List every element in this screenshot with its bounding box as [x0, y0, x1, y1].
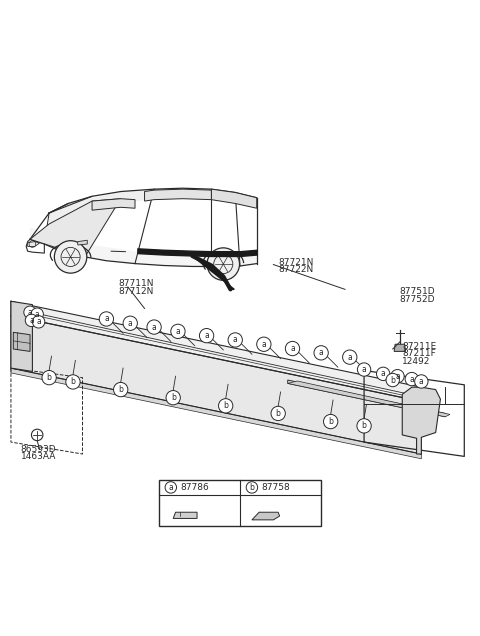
Text: 87712N: 87712N — [118, 287, 154, 296]
Polygon shape — [394, 344, 406, 352]
Circle shape — [324, 415, 338, 429]
Text: a: a — [176, 327, 180, 336]
Circle shape — [147, 320, 161, 335]
Circle shape — [285, 342, 300, 356]
Polygon shape — [192, 256, 234, 289]
Circle shape — [165, 481, 177, 493]
Text: a: a — [262, 340, 266, 349]
FancyBboxPatch shape — [159, 480, 321, 525]
Circle shape — [25, 314, 37, 327]
Text: b: b — [250, 483, 254, 492]
Text: b: b — [171, 393, 176, 402]
Text: b: b — [118, 385, 123, 394]
Polygon shape — [252, 512, 280, 520]
Text: a: a — [290, 344, 295, 353]
Circle shape — [33, 315, 45, 328]
Circle shape — [246, 481, 258, 493]
Text: a: a — [36, 317, 41, 326]
Circle shape — [54, 240, 87, 273]
Circle shape — [271, 406, 285, 420]
Circle shape — [415, 375, 428, 388]
Polygon shape — [144, 189, 211, 201]
Text: a: a — [409, 375, 414, 384]
Circle shape — [257, 337, 271, 352]
Text: 87752D: 87752D — [400, 295, 435, 304]
Text: 87211E: 87211E — [402, 342, 436, 350]
Circle shape — [218, 399, 233, 413]
Circle shape — [228, 333, 242, 347]
Text: a: a — [233, 335, 238, 345]
Text: b: b — [223, 401, 228, 410]
Text: 87786: 87786 — [180, 483, 209, 492]
Polygon shape — [11, 315, 421, 454]
Polygon shape — [30, 227, 257, 266]
Text: a: a — [128, 319, 132, 328]
Polygon shape — [28, 242, 39, 246]
Text: a: a — [381, 370, 385, 378]
Polygon shape — [288, 380, 445, 417]
Text: 87721N: 87721N — [278, 258, 313, 266]
Text: a: a — [29, 316, 34, 325]
Circle shape — [357, 418, 371, 433]
Text: a: a — [348, 352, 352, 362]
Circle shape — [207, 248, 240, 280]
Text: a: a — [104, 314, 109, 324]
Text: a: a — [419, 377, 424, 386]
Circle shape — [376, 367, 390, 380]
Circle shape — [31, 308, 43, 321]
Text: b: b — [361, 422, 367, 431]
Text: 87211F: 87211F — [402, 349, 436, 358]
Polygon shape — [30, 198, 120, 257]
Circle shape — [199, 329, 214, 343]
Circle shape — [166, 391, 180, 405]
Polygon shape — [92, 198, 135, 210]
Circle shape — [405, 373, 419, 386]
Circle shape — [123, 316, 137, 331]
Text: a: a — [152, 322, 156, 331]
Polygon shape — [78, 240, 87, 245]
Text: b: b — [390, 375, 395, 385]
Circle shape — [314, 346, 328, 360]
Polygon shape — [13, 333, 30, 352]
Text: a: a — [319, 349, 324, 357]
Text: b: b — [276, 409, 281, 418]
Text: 86593D: 86593D — [21, 445, 56, 453]
Circle shape — [358, 363, 371, 377]
Text: a: a — [204, 331, 209, 340]
Polygon shape — [211, 189, 257, 208]
Polygon shape — [11, 301, 33, 371]
Circle shape — [114, 382, 128, 397]
Circle shape — [42, 371, 56, 385]
Text: 87751D: 87751D — [400, 287, 435, 296]
Polygon shape — [288, 381, 450, 417]
Text: 12492: 12492 — [402, 357, 431, 366]
Polygon shape — [11, 368, 421, 459]
Text: 87758: 87758 — [262, 483, 290, 492]
Polygon shape — [11, 301, 421, 401]
Text: b: b — [71, 377, 75, 387]
Text: 87711N: 87711N — [118, 279, 154, 288]
Circle shape — [171, 324, 185, 338]
Text: a: a — [362, 365, 366, 374]
Text: a: a — [28, 308, 32, 317]
Text: b: b — [328, 417, 333, 426]
Circle shape — [386, 373, 399, 387]
Text: 1463AA: 1463AA — [21, 452, 56, 461]
Text: a: a — [35, 310, 39, 319]
Circle shape — [24, 306, 36, 319]
Polygon shape — [173, 512, 197, 518]
Circle shape — [99, 312, 114, 326]
Text: a: a — [168, 483, 173, 492]
Text: b: b — [47, 373, 51, 382]
Circle shape — [391, 370, 404, 383]
Circle shape — [66, 375, 80, 389]
Text: a: a — [395, 371, 400, 381]
Circle shape — [343, 350, 357, 364]
Text: 87722N: 87722N — [278, 265, 313, 274]
Polygon shape — [402, 387, 441, 454]
Polygon shape — [49, 188, 257, 224]
